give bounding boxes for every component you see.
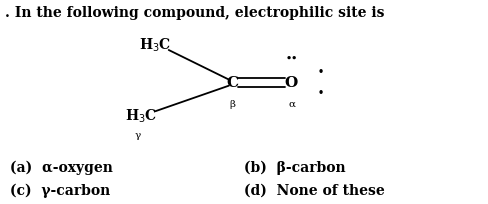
- Text: (d)  None of these: (d) None of these: [244, 184, 385, 198]
- Text: H$_3$C: H$_3$C: [124, 108, 157, 125]
- Text: (c)  γ-carbon: (c) γ-carbon: [10, 184, 110, 198]
- Text: γ: γ: [135, 131, 141, 140]
- Text: . In the following compound, electrophilic site is: . In the following compound, electrophil…: [5, 6, 384, 20]
- Text: (a)  α-oxygen: (a) α-oxygen: [10, 161, 112, 175]
- Text: (b)  β-carbon: (b) β-carbon: [244, 161, 346, 175]
- Text: •: •: [317, 88, 323, 98]
- Text: ••: ••: [285, 54, 298, 63]
- Text: H$_3$C: H$_3$C: [139, 36, 171, 54]
- Text: α: α: [288, 100, 295, 109]
- Text: O: O: [284, 76, 297, 90]
- Text: C: C: [226, 76, 238, 90]
- Text: β: β: [229, 100, 235, 109]
- Text: •: •: [317, 67, 323, 78]
